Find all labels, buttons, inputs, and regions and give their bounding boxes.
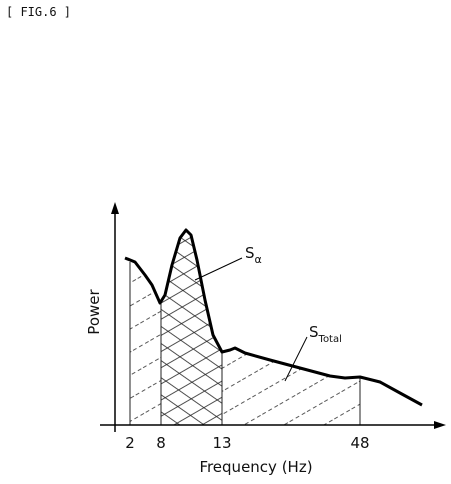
annotation-sub: α	[255, 253, 262, 266]
x-tick-label: 48	[350, 434, 369, 452]
x-tick-label: 13	[212, 434, 231, 452]
annotation: STotal	[309, 323, 342, 345]
x-tick-label: 2	[125, 434, 135, 452]
x-axis-label: Frequency (Hz)	[199, 458, 312, 476]
x-arrow	[434, 421, 446, 429]
figure: [ FIG.6 ] Power Frequency (Hz) 2 8 13 48…	[0, 0, 451, 480]
y-axis-label: Power	[85, 288, 103, 334]
annotation: Sα	[245, 244, 262, 266]
figure-label: [ FIG.6 ]	[6, 5, 71, 19]
annotation-base: S	[309, 323, 319, 341]
x-tick-label: 8	[156, 434, 166, 452]
annotation-base: S	[245, 244, 255, 262]
hatching	[130, 200, 360, 425]
annotation-sub: Total	[318, 334, 342, 345]
y-arrow	[111, 202, 119, 214]
leader-line	[195, 258, 242, 280]
